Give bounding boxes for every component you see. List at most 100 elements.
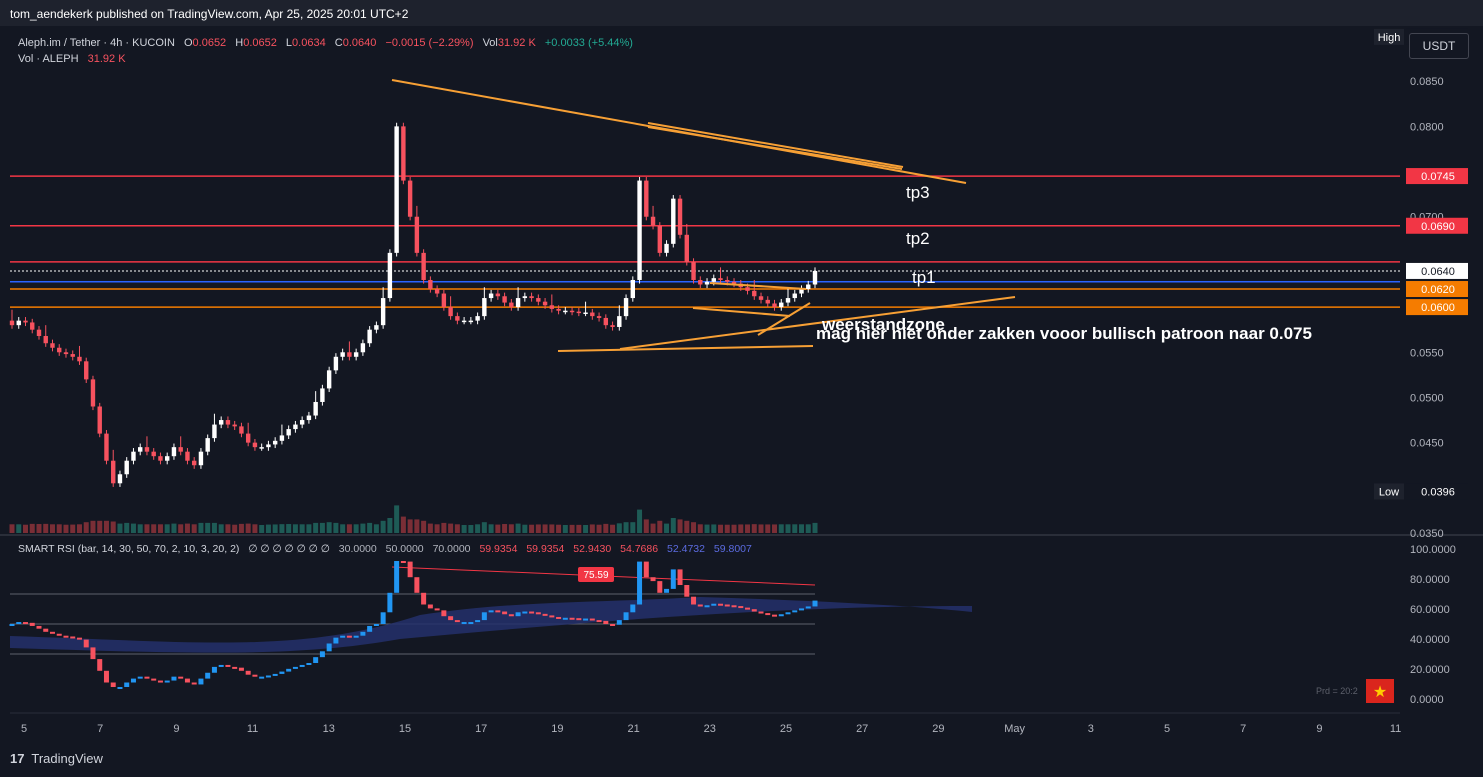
- candle-body: [347, 352, 352, 357]
- legend-vol: 31.92 K: [498, 37, 537, 49]
- candle-body: [812, 270, 818, 285]
- tradingview-logo[interactable]: 17 TradingView: [10, 751, 103, 766]
- rsi-bar: [70, 636, 76, 639]
- candle-body: [252, 442, 258, 448]
- candle-body: [212, 424, 217, 439]
- time-tick: 5: [1164, 723, 1170, 735]
- trendline[interactable]: [692, 307, 791, 317]
- trendline[interactable]: [647, 122, 904, 168]
- volume-bar: [508, 524, 514, 533]
- volume-bar: [792, 524, 798, 533]
- candle-body: [596, 316, 602, 318]
- volume-bar: [29, 523, 35, 533]
- candle-body: [617, 316, 622, 327]
- trendline[interactable]: [709, 282, 807, 290]
- candle-body: [515, 298, 521, 308]
- tp2-label[interactable]: tp2: [906, 229, 930, 248]
- price-badge-label-bg: [1374, 28, 1404, 45]
- volume-bar: [434, 524, 440, 533]
- time-tick: 15: [399, 723, 411, 735]
- trendline[interactable]: [757, 302, 811, 336]
- rsi-bar: [414, 577, 420, 593]
- legend-h-label: H: [235, 37, 243, 49]
- candle-body: [401, 126, 406, 181]
- candle-body: [792, 293, 797, 299]
- candle-body: [97, 406, 102, 434]
- volume-bar: [211, 522, 217, 533]
- volume-bar: [286, 524, 292, 533]
- candle-body: [603, 317, 609, 326]
- tp1-label[interactable]: tp1: [912, 268, 936, 287]
- volume-bar: [191, 524, 197, 533]
- rsi-bar: [292, 666, 298, 669]
- price-axis[interactable]: 0.08500.08000.07000.05500.05000.04500.03…: [1410, 76, 1444, 540]
- time-tick: 3: [1088, 723, 1094, 735]
- volume-bar: [502, 524, 508, 533]
- volume-bar: [56, 524, 62, 533]
- volume-bar: [670, 518, 676, 533]
- rsi-bar: [589, 618, 595, 621]
- rsi-peak-value: 75.59: [583, 570, 608, 581]
- volume-bar: [576, 524, 582, 533]
- time-tick: 13: [323, 723, 335, 735]
- candle-body: [623, 298, 629, 317]
- support-note[interactable]: mag hier niet onder zakken vooor bullisc…: [816, 324, 1312, 343]
- candle-body: [448, 307, 453, 317]
- rsi-bar: [238, 667, 244, 671]
- volume-bar: [346, 524, 352, 533]
- volume-bar: [333, 522, 339, 533]
- volume-bar: [157, 524, 163, 533]
- rsi-bar: [569, 617, 575, 620]
- rsi-axis[interactable]: 100.0000 80.0000 60.0000 40.0000 20.0000 0.00…: [1410, 544, 1456, 706]
- rsi-bar: [340, 635, 346, 638]
- rsi-bar: [556, 616, 562, 619]
- trendline[interactable]: [647, 126, 903, 170]
- rsi-bar: [427, 604, 433, 609]
- candle-body: [556, 308, 561, 311]
- rsi-bar: [313, 657, 319, 663]
- volume-bar: [292, 524, 298, 533]
- brand-bar: 17 TradingView: [0, 742, 1483, 777]
- rsi-bar: [299, 664, 305, 667]
- candle-body: [502, 296, 507, 303]
- volume-bar: [637, 509, 643, 533]
- rsi-bar: [508, 614, 514, 617]
- rsi-bar: [360, 631, 366, 636]
- weerstandzone-label[interactable]: weerstandzone: [821, 315, 945, 334]
- trendline[interactable]: [619, 296, 1016, 350]
- volume-bar: [785, 524, 791, 533]
- volume-bar: [758, 524, 764, 533]
- volume-bar: [556, 524, 562, 533]
- volume-bar: [184, 523, 190, 533]
- rsi-legend: SMART RSI (bar, 14, 30, 50, 70, 2, 10, 3…: [18, 543, 752, 555]
- candle-body: [77, 356, 82, 362]
- rsi-bar: [400, 561, 406, 563]
- rsi-tick: 80.0000: [1410, 574, 1450, 586]
- rsi-bar: [164, 680, 170, 683]
- rsi-bar: [657, 581, 663, 593]
- candle-body: [529, 296, 534, 299]
- legend-l-label: L: [286, 37, 292, 49]
- candle-body: [333, 356, 339, 371]
- volume-bar: [414, 519, 420, 533]
- volume-bar: [137, 524, 143, 533]
- vol-series-name: Vol · ALEPH: [18, 53, 79, 65]
- rsi-bar: [441, 610, 447, 617]
- volume-bar: [36, 524, 42, 533]
- currency-button[interactable]: USDT: [1409, 33, 1469, 59]
- trendlines: [391, 79, 1016, 352]
- volume-bar: [657, 520, 663, 533]
- trendline[interactable]: [557, 345, 814, 352]
- candle-body: [138, 447, 143, 452]
- chart-canvas[interactable]: tp3 tp2 tp1 weerstandzone mag hier niet …: [0, 26, 1483, 742]
- volume-bar: [751, 524, 757, 533]
- candle-body: [293, 424, 298, 430]
- time-axis[interactable]: 5 7 9 11 13 15 17 19 21 23 25 27 29 May 3 5 7 9 11: [21, 723, 1401, 735]
- rsi-bar: [704, 605, 710, 608]
- candle-body: [131, 451, 136, 461]
- tp3-label[interactable]: tp3: [906, 183, 930, 202]
- candle-body: [272, 440, 278, 445]
- candle-body: [36, 329, 42, 337]
- candle-body: [198, 451, 204, 466]
- rsi-bar: [22, 622, 28, 625]
